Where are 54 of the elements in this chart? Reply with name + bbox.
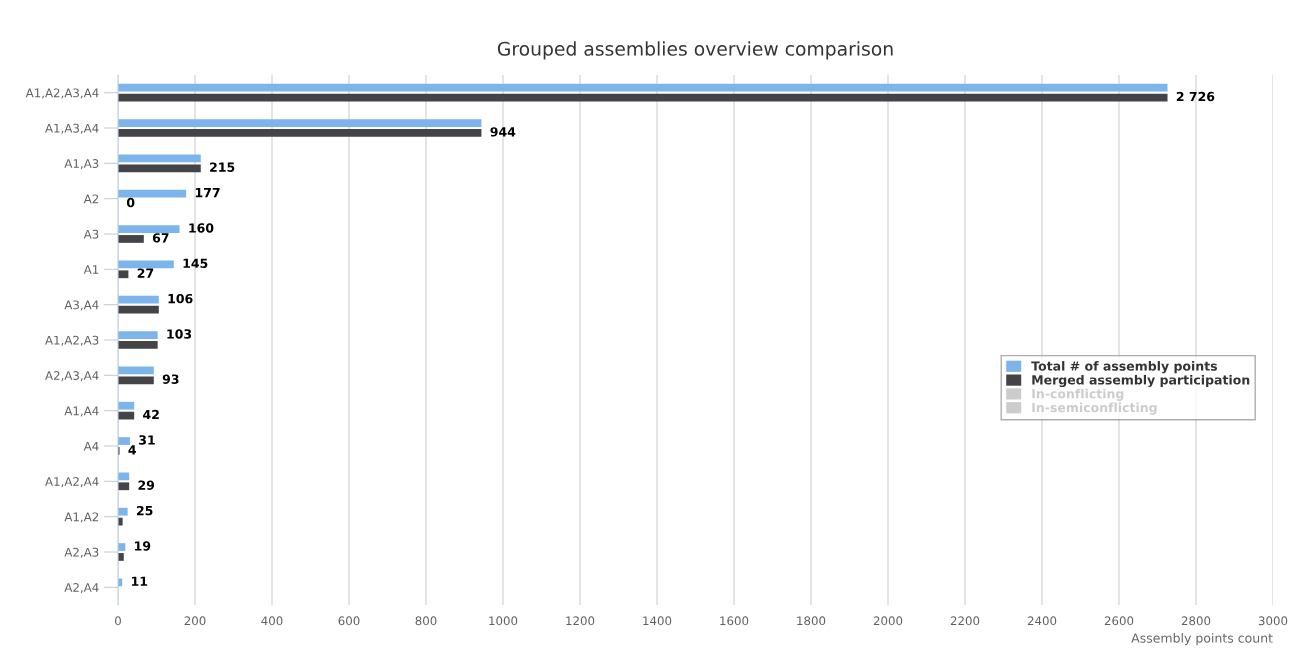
x-tick-label: 2800 (1181, 616, 1211, 626)
x-tick-label: 600 (338, 616, 360, 626)
x-tick-label: 2200 (950, 616, 980, 626)
x-tick-label: 2000 (873, 616, 903, 626)
data-label: 103 (167, 329, 192, 339)
y-tick-label: A1,A3,A4 (45, 123, 99, 134)
data-label: 177 (195, 188, 220, 198)
legend-label: Merged assembly participation (1032, 374, 1250, 388)
x-tick-label: 2400 (1027, 616, 1057, 626)
chart-title: Grouped assemblies overview comparison (497, 41, 893, 60)
x-tick-label: 0 (115, 616, 121, 626)
data-label: 0 (126, 197, 135, 208)
data-label: 42 (143, 409, 159, 420)
data-label: 25 (136, 505, 153, 516)
data-label: 31 (139, 435, 155, 445)
x-tick-label: 800 (415, 616, 437, 626)
data-label: 19 (135, 541, 151, 551)
x-tick-label: 200 (184, 616, 206, 626)
x-tick-label: 2600 (1104, 616, 1134, 626)
y-tick-label: A2,A3 (64, 547, 99, 558)
data-label: 27 (137, 268, 154, 278)
y-tick-label: A1,A4 (64, 406, 99, 417)
data-label: 29 (138, 480, 155, 490)
data-label: 106 (168, 293, 193, 304)
y-tick-label: A3,A4 (64, 300, 99, 311)
data-label: 67 (152, 233, 169, 243)
x-tick-label: 1400 (643, 616, 672, 626)
data-label: 215 (210, 162, 235, 172)
data-label: 4 (128, 445, 136, 455)
y-tick-label: A1 (83, 265, 99, 274)
x-tick-label: 1200 (566, 616, 595, 626)
legend-label: Total # of assembly points (1031, 361, 1218, 374)
y-tick-label: A1,A3 (64, 159, 99, 170)
data-label: 145 (183, 258, 208, 269)
y-tick-label: A1,A2,A4 (45, 477, 99, 488)
x-tick-label: 3000 (1258, 616, 1288, 626)
y-tick-label: A3 (83, 229, 99, 239)
data-label: 93 (162, 374, 179, 384)
y-tick-label: A1,A2 (64, 512, 99, 523)
data-label: 944 (490, 127, 516, 137)
y-tick-label: A1,A2,A3 (45, 335, 99, 346)
data-label: 11 (131, 576, 148, 586)
x-tick-label: 1600 (720, 616, 749, 626)
y-tick-label: A2,A3,A4 (45, 371, 99, 382)
x-tick-label: 400 (261, 616, 283, 626)
x-axis-title: Assembly points count (1131, 633, 1273, 646)
data-label: 2 726 (1176, 91, 1215, 102)
y-tick-label: A4 (83, 441, 99, 451)
y-tick-label: A2 (83, 194, 99, 204)
x-tick-label: 1000 (489, 616, 518, 626)
x-tick-label: 1800 (797, 616, 826, 626)
data-label: 160 (189, 223, 214, 233)
y-tick-label: A2,A4 (64, 583, 99, 594)
y-tick-label: A1,A2,A3,A4 (25, 88, 99, 99)
